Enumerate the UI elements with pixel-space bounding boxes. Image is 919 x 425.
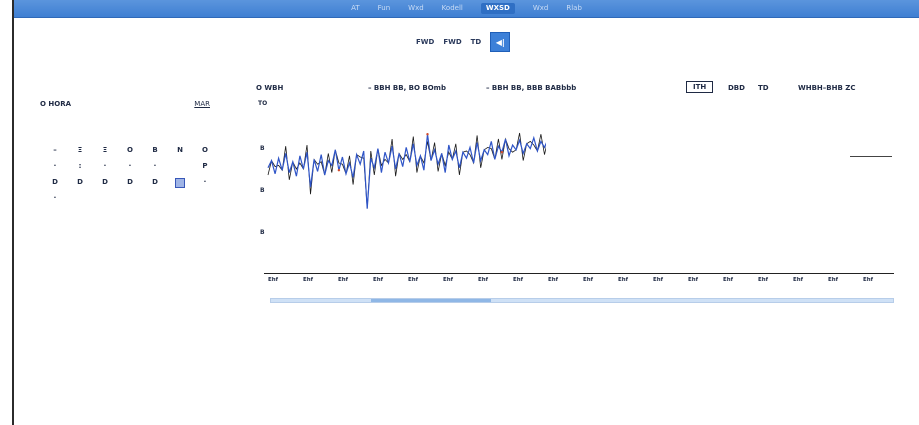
calendar-day[interactable]: P bbox=[202, 162, 208, 170]
x-tick-label: Ehf bbox=[827, 277, 839, 283]
x-tick-label: Ehf bbox=[617, 277, 629, 283]
tab-3[interactable]: Kodell bbox=[441, 4, 463, 12]
x-tick-label: Ehf bbox=[407, 277, 419, 283]
x-tick-label: Ehf bbox=[512, 277, 524, 283]
calendar-day[interactable]: · bbox=[53, 162, 57, 170]
data-point-marker bbox=[500, 151, 504, 154]
x-tick-label: Ehf bbox=[337, 277, 349, 283]
series-line-primary bbox=[267, 134, 546, 209]
calendar-title: O HORA bbox=[40, 100, 72, 108]
window-left-border bbox=[12, 0, 14, 425]
calendar-day[interactable]: D bbox=[52, 178, 58, 186]
x-tick-label: Ehf bbox=[652, 277, 664, 283]
chart-note: WHBH–BHB ZC bbox=[798, 84, 856, 92]
tab-6[interactable]: Rlab bbox=[566, 4, 582, 12]
y-tick-label: B bbox=[260, 187, 265, 194]
calendar-day[interactable]: O bbox=[127, 146, 133, 154]
tab-list: AT Fun Wxd Kodell WXSD Wxd Rlab bbox=[14, 3, 919, 14]
range-button-0[interactable]: FWD bbox=[416, 38, 435, 46]
x-tick-label: Ehf bbox=[547, 277, 559, 283]
calendar-day[interactable]: · bbox=[153, 162, 157, 170]
data-point-marker bbox=[337, 169, 341, 172]
calendar-day[interactable]: : bbox=[78, 162, 82, 170]
legend-item-2[interactable]: – BBH BB, BBB BABbbb bbox=[486, 84, 577, 92]
top-tab-bar: AT Fun Wxd Kodell WXSD Wxd Rlab bbox=[14, 0, 919, 18]
calendar-day[interactable]: – bbox=[53, 146, 57, 154]
x-tick-label: Ehf bbox=[687, 277, 699, 283]
tab-5[interactable]: Wxd bbox=[532, 4, 549, 12]
y-tick-label: B bbox=[260, 229, 265, 236]
range-button-2[interactable]: TD bbox=[470, 38, 482, 46]
x-tick-label: Ehf bbox=[582, 277, 594, 283]
tab-4[interactable]: WXSD bbox=[480, 3, 515, 14]
x-tick-labels: Ehf Ehf Ehf Ehf Ehf Ehf Ehf Ehf Ehf Ehf Ehf Ehf Ehf E… bbox=[256, 277, 896, 295]
calendar-day[interactable]: · bbox=[203, 178, 207, 186]
calendar-day[interactable]: Ξ bbox=[102, 146, 108, 154]
mode-button-1[interactable]: ITH bbox=[686, 81, 714, 93]
calendar-day[interactable]: N bbox=[177, 146, 183, 154]
x-axis bbox=[264, 273, 894, 274]
y-tick-label: B bbox=[260, 145, 265, 152]
mini-calendar: O HORA MAR – Ξ Ξ O B N O ·: · · · P D D D D D · · bbox=[40, 100, 220, 202]
range-button-1[interactable]: FWD bbox=[443, 38, 462, 46]
x-tick-label: Ehf bbox=[722, 277, 734, 283]
x-tick-label: Ehf bbox=[372, 277, 384, 283]
mode-button-2[interactable]: DBD bbox=[728, 84, 745, 92]
range-button-3[interactable]: ◀| bbox=[490, 32, 511, 52]
x-tick-label: Ehf bbox=[792, 277, 804, 283]
x-tick-label: Ehf bbox=[267, 277, 279, 283]
calendar-day[interactable]: D bbox=[77, 178, 83, 186]
line-chart bbox=[267, 132, 546, 209]
x-tick-label: Ehf bbox=[862, 277, 874, 283]
calendar-day-selected[interactable] bbox=[175, 178, 185, 188]
range-selector: FWD FWD TD ◀| bbox=[416, 32, 511, 52]
data-point-marker bbox=[426, 133, 429, 136]
tab-0[interactable]: AT bbox=[351, 4, 360, 12]
calendar-day[interactable]: · bbox=[103, 162, 107, 170]
legend-item-1[interactable]: – BBH BB, BO BOmb bbox=[368, 84, 446, 92]
mode-button-3[interactable]: TD bbox=[758, 84, 769, 92]
chart-title: O WBH bbox=[256, 84, 284, 92]
x-tick-label: Ehf bbox=[442, 277, 454, 283]
calendar-header: O HORA MAR bbox=[40, 100, 220, 108]
tab-2[interactable]: Wxd bbox=[408, 4, 424, 12]
calendar-grid: – Ξ Ξ O B N O ·: · · · P D D D D D · · bbox=[50, 146, 220, 226]
calendar-day[interactable]: D bbox=[127, 178, 133, 186]
chart-scrollbar[interactable] bbox=[270, 298, 894, 303]
calendar-day[interactable]: D bbox=[102, 178, 108, 186]
x-tick-label: Ehf bbox=[757, 277, 769, 283]
side-divider bbox=[850, 156, 892, 157]
x-tick-label: Ehf bbox=[477, 277, 489, 283]
y-tick-label: TO bbox=[258, 100, 268, 107]
calendar-day[interactable]: · bbox=[53, 194, 57, 202]
calendar-month-link[interactable]: MAR bbox=[194, 100, 210, 108]
calendar-day[interactable]: · bbox=[128, 162, 132, 170]
calendar-day[interactable]: D bbox=[152, 178, 158, 186]
calendar-day[interactable]: O bbox=[202, 146, 208, 154]
scrollbar-thumb[interactable] bbox=[371, 299, 491, 302]
calendar-day[interactable]: B bbox=[152, 146, 158, 154]
calendar-day[interactable]: Ξ bbox=[77, 146, 83, 154]
x-tick-label: Ehf bbox=[302, 277, 314, 283]
tab-1[interactable]: Fun bbox=[377, 4, 391, 12]
